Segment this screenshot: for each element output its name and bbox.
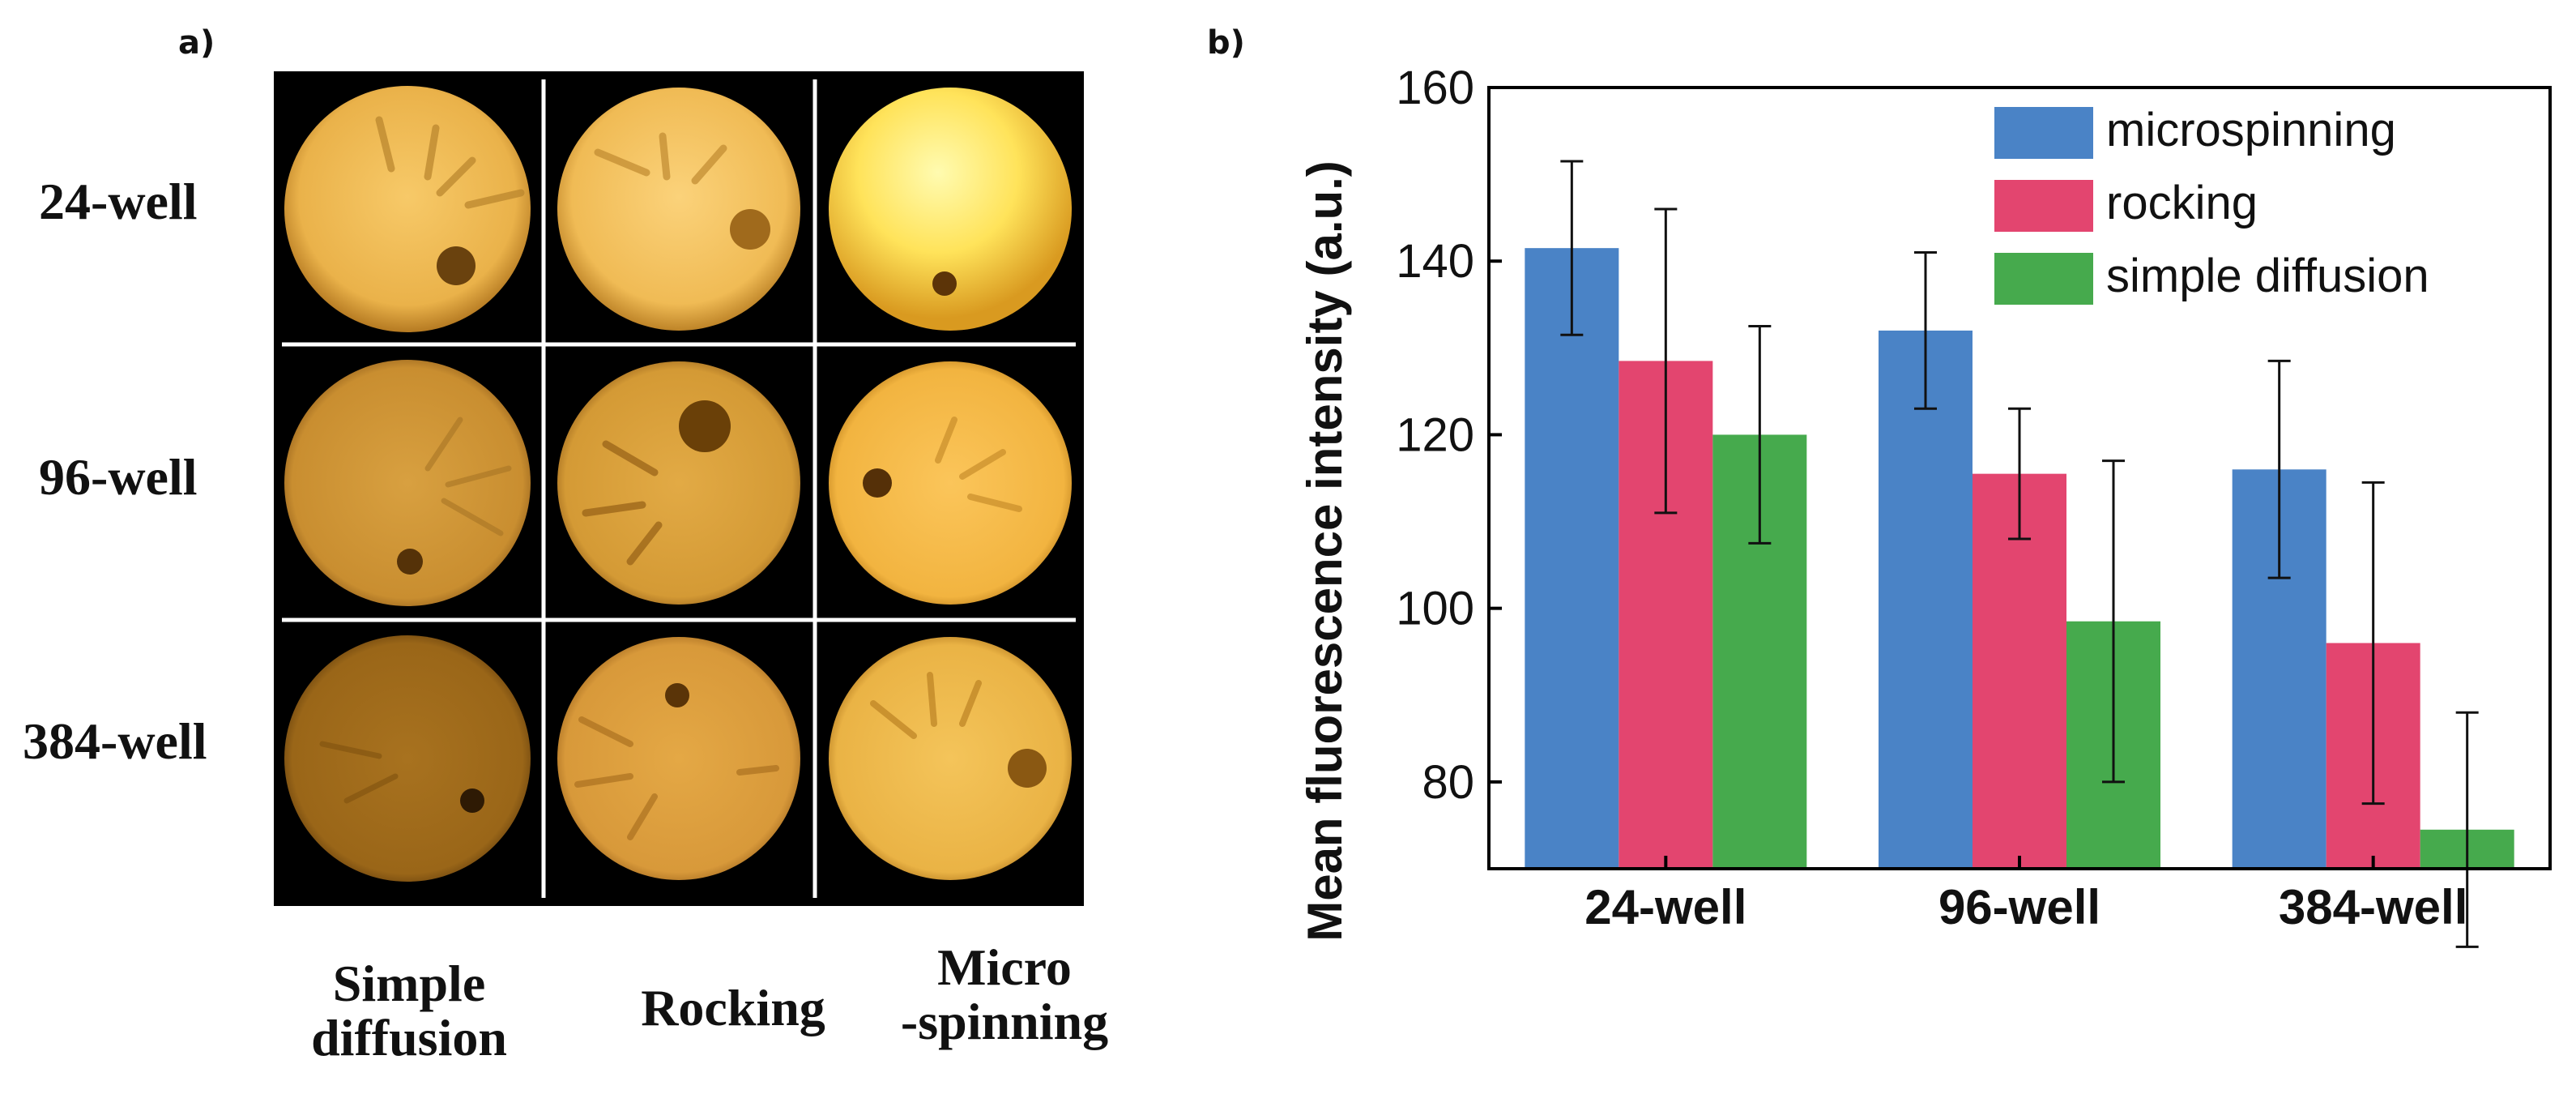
y-tick-label: 160 <box>1396 62 1474 114</box>
bar-microspinning-96-well <box>1879 330 1973 869</box>
well-96-simple-diffusion <box>284 360 531 606</box>
panel-a-label: a) <box>178 24 215 62</box>
legend-swatch-rocking <box>1994 180 2093 232</box>
row-label-384-well: 384-well <box>23 712 207 770</box>
well-96-microspinning <box>829 361 1072 605</box>
column-label-microspinning: Micro -spinning <box>900 938 1109 1051</box>
y-tick-label: 80 <box>1422 756 1474 809</box>
y-tick-label: 100 <box>1396 583 1474 635</box>
legend-swatch-simple-diffusion <box>1994 253 2093 305</box>
y-tick-label: 140 <box>1396 235 1474 288</box>
well-384-rocking <box>557 637 800 880</box>
well-24-simple-diffusion <box>284 86 531 332</box>
legend-label-simple-diffusion: simple diffusion <box>2106 250 2429 302</box>
row-label-96-well: 96-well <box>39 448 198 506</box>
well-384-microspinning <box>829 637 1072 880</box>
legend-label-rocking: rocking <box>2106 177 2258 229</box>
x-tick-label-96-well: 96-well <box>1938 880 2100 934</box>
well-24-microspinning <box>829 88 1072 331</box>
x-tick-label-24-well: 24-well <box>1584 880 1746 934</box>
x-tick-label-384-well: 384-well <box>2279 880 2467 934</box>
column-label-rocking: Rocking <box>641 979 825 1036</box>
legend-swatch-microspinning <box>1994 107 2093 159</box>
y-axis-label: Mean fluorescence intensity (a.u.) <box>1298 160 1352 942</box>
row-label-24-well: 24-well <box>39 173 198 230</box>
well-96-rocking <box>557 361 800 605</box>
bar-microspinning-24-well <box>1525 248 1619 870</box>
y-tick-label: 120 <box>1396 408 1474 461</box>
well-384-simple-diffusion <box>284 635 531 882</box>
legend-label-microspinning: microspinning <box>2106 104 2396 156</box>
panel-b-label: b) <box>1207 24 1245 62</box>
column-label-simple-diffusion: Simple diffusion <box>311 955 507 1067</box>
well-photo-grid <box>274 71 1084 906</box>
well-24-rocking <box>557 88 800 331</box>
